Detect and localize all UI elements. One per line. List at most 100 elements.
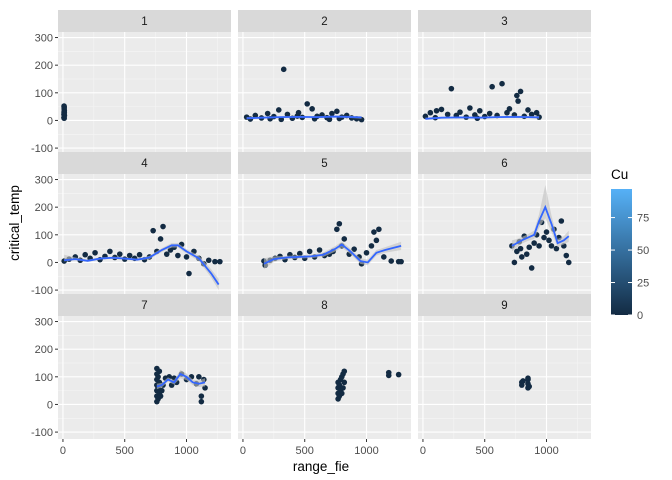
panel-background: [238, 32, 411, 155]
facet-panel-6: 6: [418, 152, 591, 297]
data-point: [528, 111, 535, 118]
data-point: [186, 270, 192, 277]
facet-strip: [58, 294, 231, 316]
legend-title: Cu: [611, 167, 628, 182]
facet-strip-label: 8: [321, 300, 327, 312]
y-axis-title: critical_temp: [7, 185, 22, 261]
data-point: [157, 236, 164, 242]
smooth-trend-line: [246, 115, 362, 120]
y-tick-label: -100: [31, 143, 53, 155]
data-point: [280, 66, 287, 73]
facet-strip-label: 3: [501, 16, 507, 28]
panel-background: [58, 174, 231, 297]
data-point: [489, 83, 495, 90]
panel-background: [238, 174, 411, 297]
data-point: [433, 107, 440, 114]
panel-background: [238, 316, 411, 439]
data-point: [341, 368, 348, 375]
data-point: [486, 110, 493, 117]
data-point: [506, 106, 513, 112]
data-point: [295, 109, 302, 116]
data-point: [467, 105, 473, 111]
x-tick-label: 1000: [174, 445, 198, 457]
data-point: [155, 374, 161, 380]
data-point: [536, 243, 542, 249]
data-point: [82, 251, 88, 258]
data-point: [523, 251, 530, 257]
data-point: [558, 218, 565, 224]
data-point: [306, 248, 313, 255]
data-point: [61, 104, 67, 110]
data-point: [526, 244, 533, 251]
data-point: [457, 109, 463, 115]
data-point: [198, 393, 205, 399]
facet-panel-8: 8: [238, 294, 411, 439]
x-axis-title: range_fie: [293, 459, 349, 474]
data-point: [385, 372, 392, 379]
data-point: [526, 383, 533, 390]
x-tick-label: 500: [116, 445, 134, 457]
y-tick-label: 0: [47, 399, 53, 411]
data-point: [175, 252, 181, 259]
y-tick-label: 200: [35, 202, 53, 214]
legend-tick-label: 50: [637, 245, 649, 257]
facet-strip: [238, 294, 411, 316]
facet-strip-label: 6: [501, 158, 507, 170]
data-point: [160, 223, 166, 230]
smooth-trend-line: [511, 204, 570, 247]
data-point: [476, 107, 483, 114]
data-point: [340, 385, 346, 391]
facet-strip: [418, 294, 591, 316]
data-point: [517, 245, 524, 252]
data-point: [371, 229, 377, 235]
data-point: [565, 259, 572, 266]
facet-panel-9: 9: [418, 294, 591, 439]
data-point: [514, 92, 520, 99]
y-tick-label: 0: [47, 257, 53, 269]
data-point: [525, 375, 531, 381]
facet-panel-4: 4: [58, 152, 231, 297]
data-point: [373, 237, 380, 244]
data-point: [157, 393, 164, 399]
panel-background: [418, 316, 591, 439]
legend: Cu 0 25 50 75: [611, 167, 649, 322]
x-tick-label: 0: [60, 445, 66, 457]
y-tick-label: 100: [35, 230, 53, 242]
y-tick-label: 300: [35, 33, 53, 45]
smooth-trend-line: [64, 244, 220, 286]
data-point: [395, 371, 402, 378]
legend-tick-label: 25: [637, 278, 649, 290]
y-tick-label: 300: [35, 175, 53, 187]
data-point: [519, 254, 525, 260]
data-point: [341, 379, 348, 386]
panel-background: [58, 32, 231, 155]
x-tick-label: 500: [476, 445, 494, 457]
data-point: [339, 390, 345, 397]
facet-strip-label: 7: [141, 300, 147, 312]
facet-strip: [58, 152, 231, 174]
x-tick-label: 1000: [354, 445, 378, 457]
data-point: [388, 258, 395, 264]
data-point: [548, 243, 555, 249]
facet-strip-label: 5: [321, 158, 327, 170]
facet-strip-label: 4: [141, 158, 148, 170]
x-tick-label: 0: [420, 445, 426, 457]
legend-tick-label: 75: [637, 213, 649, 225]
data-point: [363, 249, 370, 256]
data-point: [275, 107, 282, 113]
data-point: [304, 101, 311, 107]
facet-panel-2: 2: [238, 10, 411, 155]
data-point: [212, 258, 218, 265]
data-point: [525, 107, 531, 113]
data-point: [563, 252, 570, 259]
confidence-ribbon: [156, 369, 206, 390]
data-point: [156, 368, 163, 375]
data-point: [381, 254, 387, 260]
facet-strip: [418, 10, 591, 32]
smooth-trend-line: [156, 372, 206, 388]
data-point: [517, 88, 524, 95]
facet-strip-label: 2: [321, 16, 327, 28]
data-point: [334, 226, 340, 233]
data-point: [126, 252, 133, 259]
